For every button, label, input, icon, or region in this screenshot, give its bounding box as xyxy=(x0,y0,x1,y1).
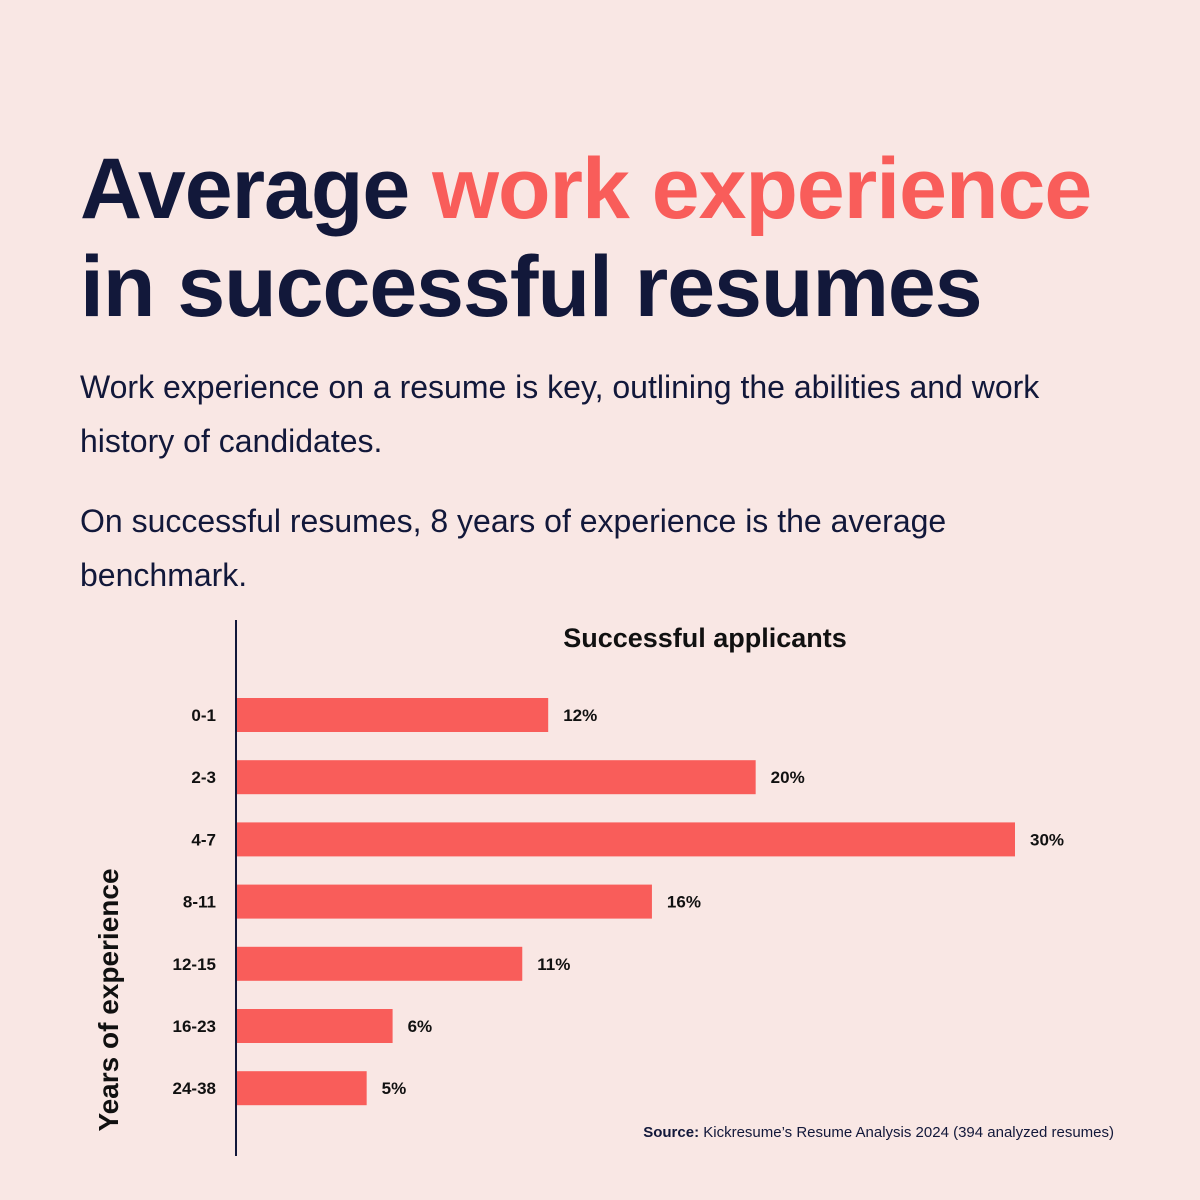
category-label: 8-11 xyxy=(183,893,216,912)
source-label: Source: xyxy=(643,1124,700,1141)
bar-chart: Successful applicants Years of experience… xyxy=(93,620,1064,1156)
value-label: 30% xyxy=(1030,830,1064,849)
headline-accent: work experience xyxy=(432,141,1092,237)
source-text: Kickresume’s Resume Analysis 2024 (394 a… xyxy=(703,1124,1114,1141)
value-label: 12% xyxy=(563,706,597,725)
value-label: 5% xyxy=(382,1079,407,1098)
bar-4-7 xyxy=(237,822,1015,857)
category-label: 12-15 xyxy=(173,955,216,974)
bar-24-38 xyxy=(237,1071,367,1106)
value-label: 11% xyxy=(537,955,570,974)
bar-2-3 xyxy=(237,760,756,795)
intro-paragraph-1: Work experience on a resume is key, outl… xyxy=(80,369,1040,459)
bar-8-11 xyxy=(237,884,652,919)
bar-16-23 xyxy=(237,1009,393,1043)
bar-0-1 xyxy=(237,698,549,732)
category-label: 2-3 xyxy=(191,768,216,787)
bar-12-15 xyxy=(237,946,523,981)
headline-part1: Average xyxy=(80,141,433,237)
intro-paragraph-2: On successful resumes, 8 years of experi… xyxy=(80,503,947,593)
category-label: 24-38 xyxy=(173,1079,216,1098)
chart-title: Successful applicants xyxy=(563,623,847,653)
headline: Average work experience in successful re… xyxy=(80,140,1180,336)
category-label: 16-23 xyxy=(173,1017,216,1036)
source-note: Source: Kickresume’s Resume Analysis 202… xyxy=(643,1124,1114,1141)
headline-part2: in successful resumes xyxy=(80,239,983,335)
category-label: 4-7 xyxy=(191,830,216,849)
value-label: 6% xyxy=(408,1017,433,1036)
value-label: 20% xyxy=(771,768,805,787)
value-label: 16% xyxy=(667,893,701,912)
category-label: 0-1 xyxy=(191,706,216,725)
y-axis-label: Years of experience xyxy=(93,868,124,1131)
